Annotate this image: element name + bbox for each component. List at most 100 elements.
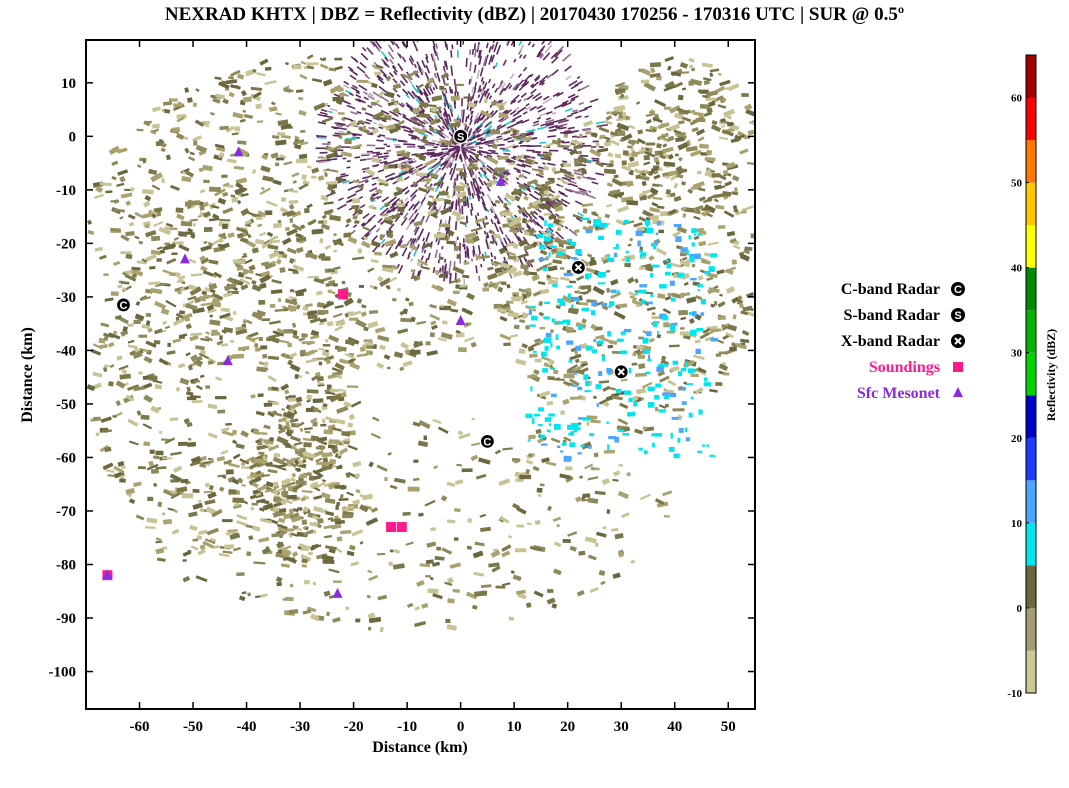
echo-streak [580, 154, 589, 157]
echo-streak [320, 108, 328, 113]
echo-speck [528, 347, 535, 352]
echo-streak [479, 88, 483, 93]
echo-cell [651, 264, 660, 268]
echo-speck [258, 299, 266, 305]
echo-streak [478, 275, 481, 282]
echo-streak [522, 169, 531, 175]
echo-speck [296, 527, 303, 532]
echo-streak [450, 104, 454, 112]
echo-speck [355, 488, 361, 494]
echo-speck [627, 276, 635, 284]
echo-cell [592, 349, 598, 354]
echo-speck [689, 318, 695, 324]
echo-speck [697, 275, 704, 281]
echo-streak [449, 272, 452, 284]
echo-cell [647, 386, 654, 392]
echo-cell [681, 386, 686, 391]
echo-speck [289, 363, 301, 373]
echo-speck [232, 439, 238, 445]
echo-speck [529, 353, 538, 359]
echo-speck [740, 310, 749, 316]
echo-speck [379, 277, 392, 288]
echo-speck [725, 286, 736, 294]
echo-speck [393, 477, 406, 484]
echo-speck [517, 252, 529, 259]
echo-speck [497, 155, 509, 160]
echo-streak [559, 192, 568, 198]
echo-speck [486, 155, 499, 165]
echo-speck [158, 430, 163, 434]
echo-speck [393, 548, 401, 554]
echo-speck [329, 144, 342, 153]
echo-speck [299, 141, 309, 146]
echo-speck [313, 277, 325, 285]
echo-speck [412, 421, 421, 427]
echo-speck [525, 325, 530, 330]
echo-speck [692, 117, 704, 123]
echo-speck [719, 79, 731, 87]
echo-streak [376, 139, 384, 142]
echo-streak [526, 94, 534, 101]
echo-speck [471, 163, 476, 168]
echo-speck [644, 291, 654, 295]
echo-streak [371, 151, 380, 154]
echo-speck [681, 272, 691, 281]
echo-speck [178, 275, 186, 281]
echo-cell [561, 442, 567, 446]
echo-speck [582, 208, 588, 214]
echo-streak [530, 105, 537, 111]
echo-speck [573, 158, 579, 164]
echo-streak [340, 172, 346, 176]
echo-speck [170, 492, 181, 500]
echo-speck [309, 521, 319, 528]
echo-speck [693, 210, 701, 215]
echo-speck [290, 477, 296, 482]
echo-speck [716, 269, 725, 275]
echo-streak [431, 53, 436, 61]
echo-speck [531, 241, 538, 248]
echo-speck [194, 297, 201, 304]
echo-cell [647, 301, 653, 305]
echo-speck [693, 235, 700, 241]
echo-speck [279, 267, 286, 273]
echo-speck [300, 553, 312, 562]
echo-speck [707, 241, 719, 246]
echo-speck [265, 481, 274, 488]
echo-speck [431, 284, 442, 292]
echo-speck [175, 132, 185, 141]
echo-speck [322, 403, 328, 408]
echo-speck [603, 253, 610, 258]
echo-speck [706, 276, 714, 282]
echo-speck [513, 314, 524, 320]
echo-speck [722, 108, 736, 118]
echo-speck [120, 234, 130, 242]
echo-speck [150, 249, 161, 256]
echo-speck [384, 238, 397, 248]
echo-speck [90, 349, 102, 356]
echo-speck [305, 358, 318, 364]
echo-speck [221, 475, 227, 479]
echo-speck [276, 327, 286, 335]
echo-speck [654, 113, 660, 119]
echo-streak [540, 123, 548, 127]
echo-cell [547, 230, 553, 233]
echo-speck [276, 258, 282, 265]
echo-speck [329, 214, 342, 222]
echo-cell [653, 244, 657, 250]
echo-speck [138, 371, 143, 375]
echo-streak [450, 25, 451, 32]
echo-streak [443, 93, 447, 100]
echo-speck [437, 337, 447, 342]
echo-speck [548, 358, 556, 365]
echo-cell [706, 444, 709, 448]
echo-streak [513, 232, 521, 242]
echo-cell [571, 304, 574, 309]
echo-speck [375, 99, 381, 104]
echo-speck [557, 215, 565, 220]
echo-speck [705, 97, 717, 101]
echo-speck [119, 373, 132, 380]
echo-speck [192, 135, 203, 143]
echo-speck [597, 215, 602, 220]
echo-speck [501, 212, 513, 216]
echo-speck [304, 431, 311, 434]
